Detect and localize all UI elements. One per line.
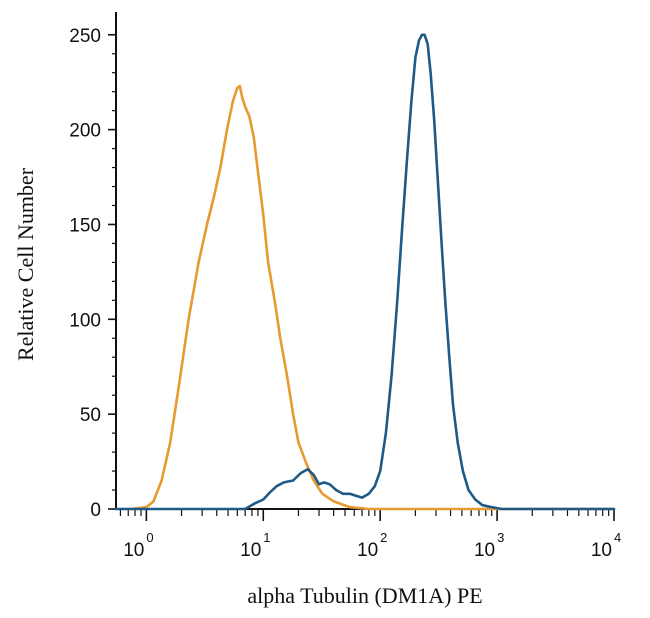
x-tick-base: 10 — [357, 540, 378, 561]
y-tick-label: 0 — [90, 500, 101, 521]
x-axis-title: alpha Tubulin (DM1A) PE — [247, 583, 482, 608]
x-tick-exponent: 1 — [263, 530, 270, 545]
y-ticks: 0 50 100 150 200 250 — [69, 26, 116, 521]
x-tick-label: 103 — [474, 530, 504, 561]
y-tick-label: 100 — [69, 310, 101, 331]
y-axis: 0 50 100 150 200 250 — [69, 12, 117, 521]
x-tick-exponent: 4 — [614, 530, 621, 545]
x-tick-label: 104 — [591, 530, 621, 561]
x-tick-base: 10 — [474, 540, 495, 561]
x-tick-exponent: 3 — [497, 530, 504, 545]
series-line-1 — [130, 84, 616, 511]
x-tick-label: 100 — [123, 530, 153, 561]
x-tick-exponent: 0 — [146, 530, 153, 545]
x-tick-base: 10 — [591, 540, 612, 561]
x-tick-exponent: 2 — [380, 530, 387, 545]
y-tick-label: 150 — [69, 215, 101, 236]
y-axis-title: Relative Cell Number — [13, 167, 38, 361]
y-tick-label: 250 — [69, 26, 101, 47]
x-tick-base: 10 — [123, 540, 144, 561]
x-tick-label: 102 — [357, 530, 387, 561]
x-tick-base: 10 — [240, 540, 261, 561]
series-group — [114, 33, 616, 511]
y-tick-label: 50 — [80, 405, 101, 426]
x-tick-label: 101 — [240, 530, 270, 561]
y-tick-label: 200 — [69, 121, 101, 142]
series-line-2 — [114, 33, 616, 511]
